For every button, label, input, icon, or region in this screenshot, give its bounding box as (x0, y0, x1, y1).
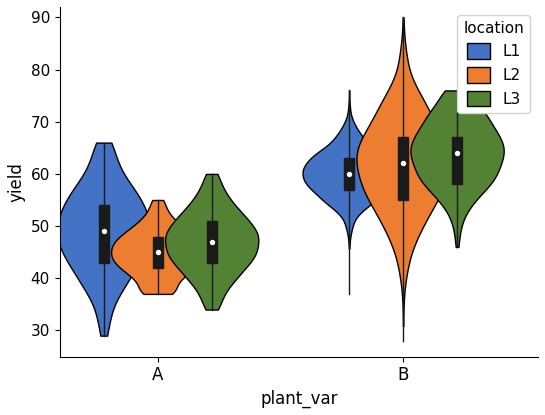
Bar (99, 205, 108, 263)
Y-axis label: yield: yield (7, 162, 25, 202)
Point (99, 228, 108, 234)
Point (345, 171, 354, 177)
Legend: L1, L2, L3: L1, L2, L3 (457, 15, 530, 113)
Bar (344, 158, 354, 190)
Point (207, 238, 216, 245)
Bar (207, 221, 216, 263)
Point (453, 150, 462, 156)
Bar (398, 137, 408, 200)
Point (399, 160, 408, 167)
Bar (452, 137, 462, 184)
Bar (153, 237, 162, 268)
Point (153, 249, 162, 256)
X-axis label: plant_var: plant_var (260, 390, 337, 408)
